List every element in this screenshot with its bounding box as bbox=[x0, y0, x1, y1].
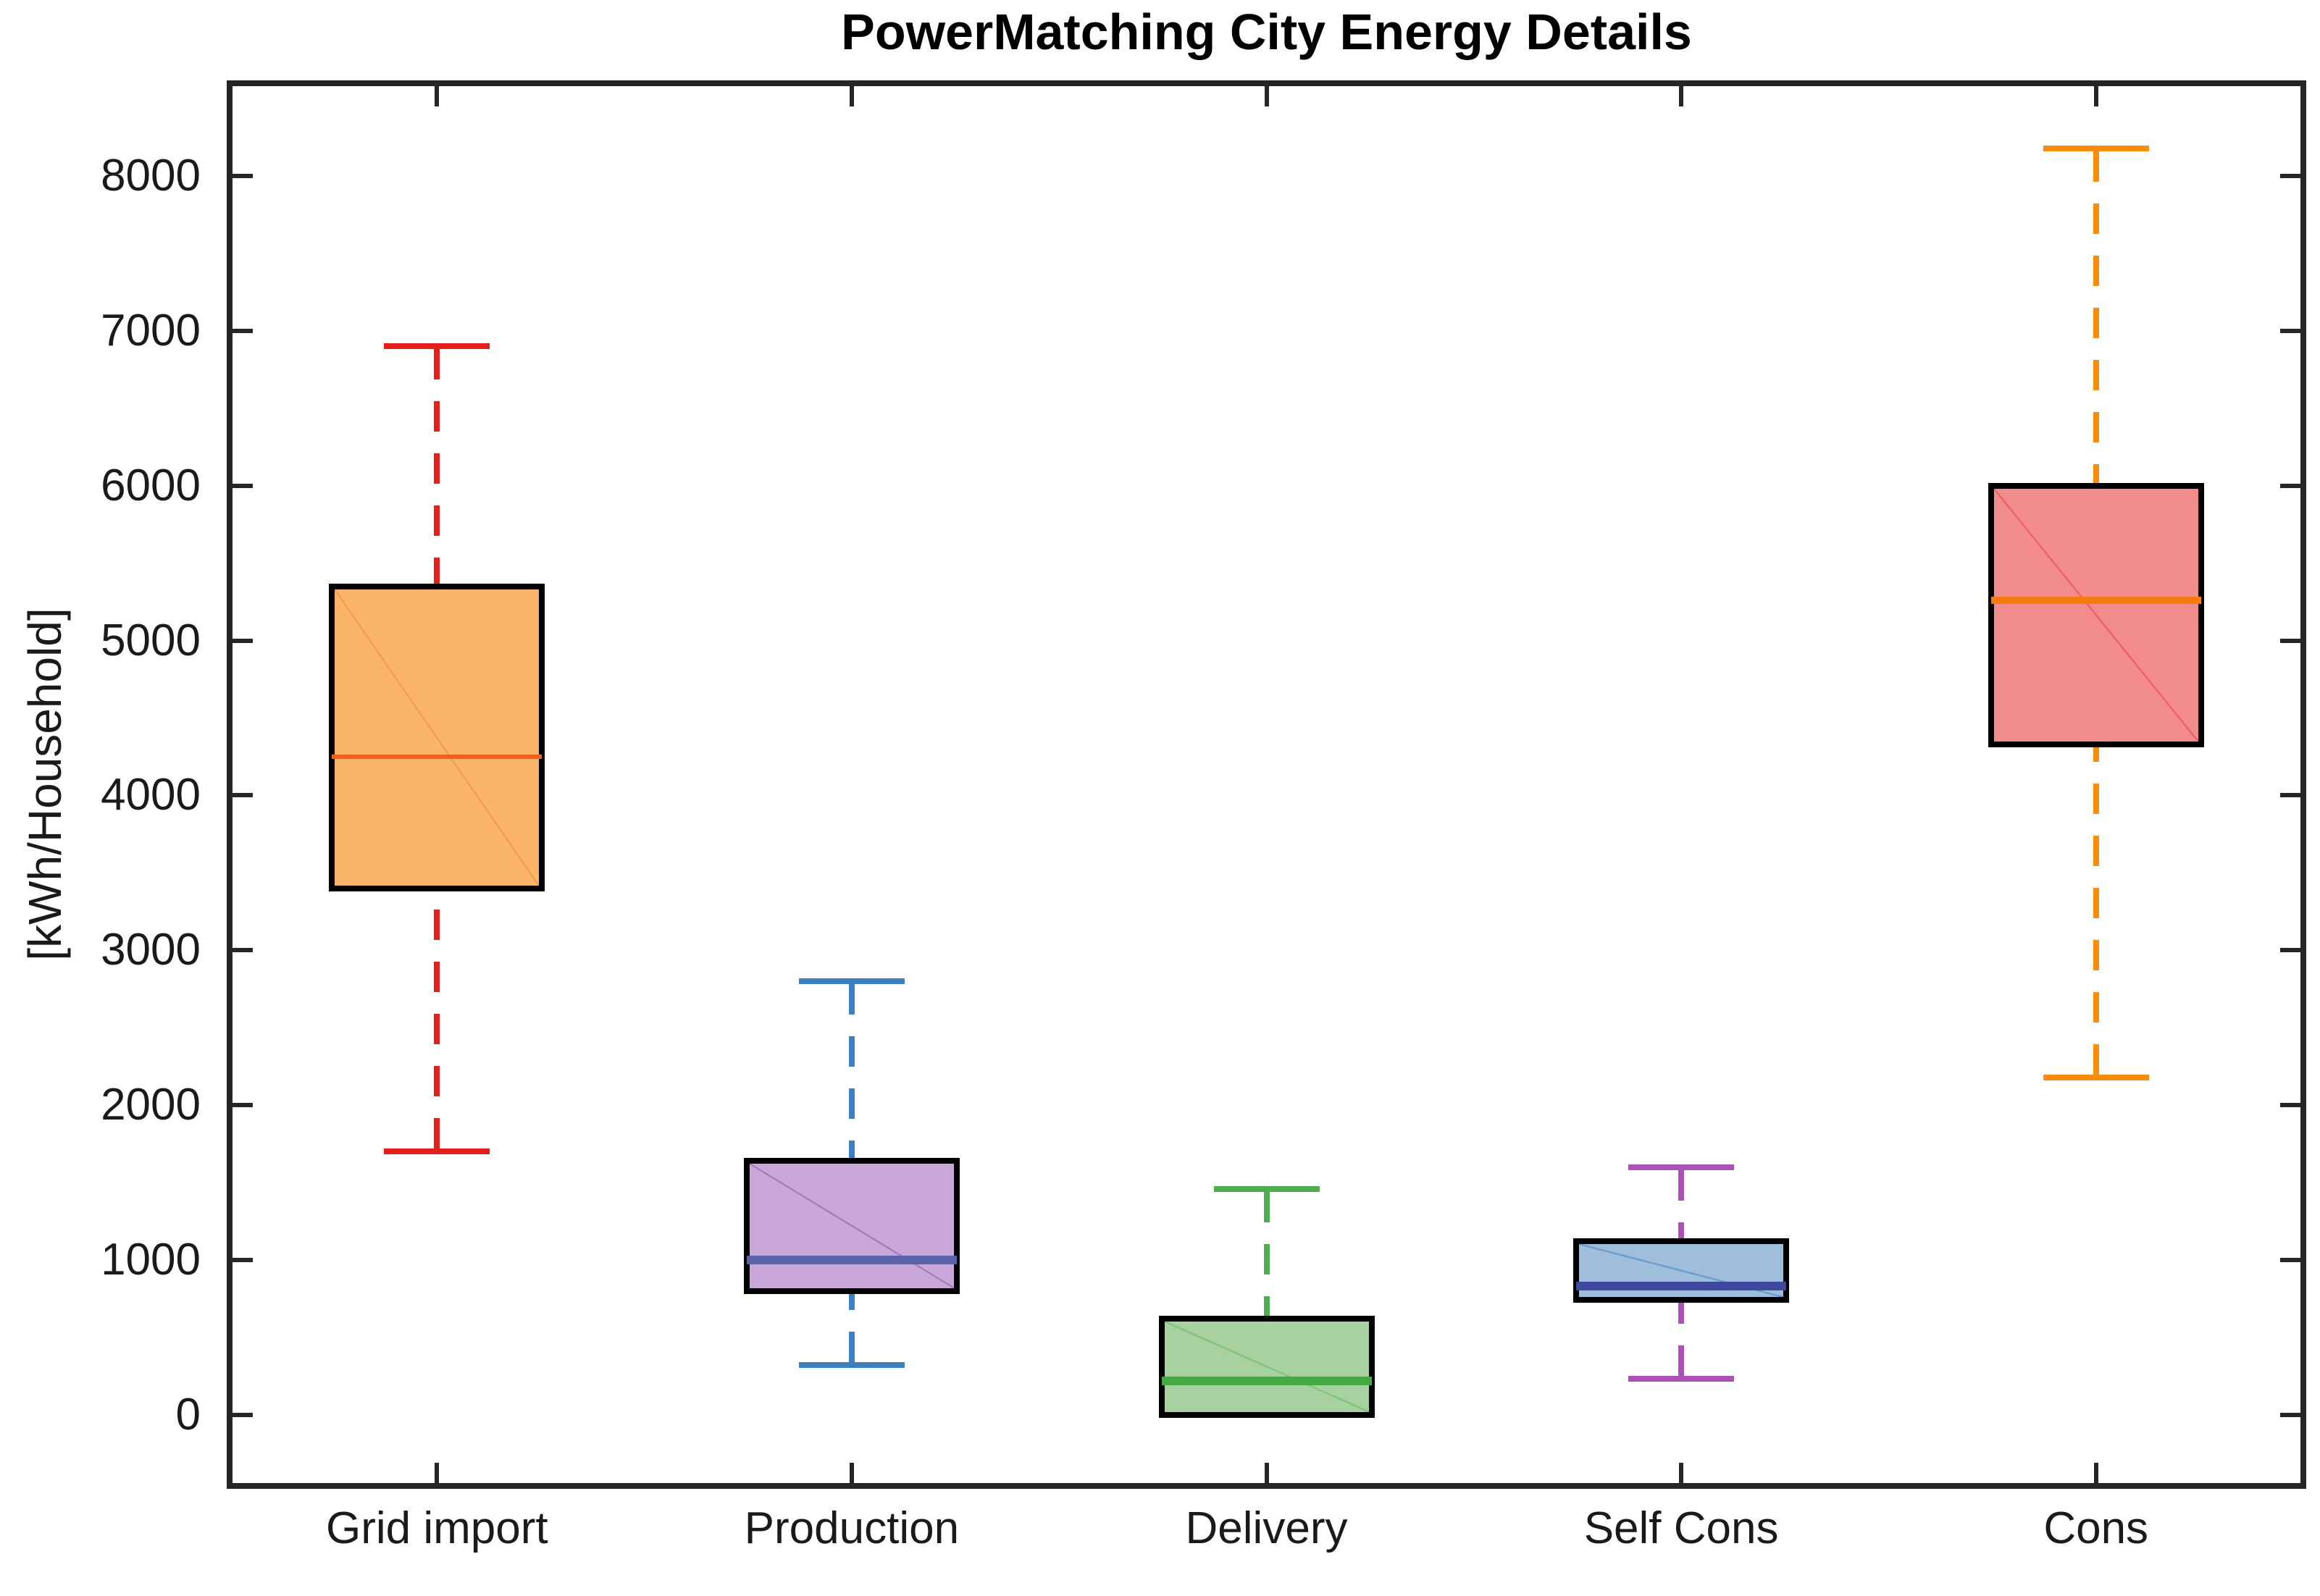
y-tick-right bbox=[2280, 329, 2300, 334]
y-tick-label: 6000 bbox=[101, 460, 201, 511]
whisker-upper-cap-production bbox=[798, 978, 905, 985]
y-tick-right bbox=[2280, 483, 2300, 488]
x-tick-bottom bbox=[1264, 1463, 1269, 1483]
whisker-upper-cap-delivery bbox=[1213, 1185, 1320, 1192]
y-tick-left bbox=[233, 483, 253, 488]
x-tick-label-cons: Cons bbox=[2043, 1503, 2149, 1553]
whisker-upper-cap-cons bbox=[2043, 145, 2149, 151]
y-tick-label: 7000 bbox=[101, 306, 201, 356]
x-tick-bottom bbox=[1679, 1463, 1684, 1483]
y-tick-label: 5000 bbox=[101, 615, 201, 665]
whisker-upper-cons bbox=[2093, 151, 2099, 483]
whisker-lower-cap-production bbox=[798, 1362, 905, 1369]
whisker-lower-cap-self-cons bbox=[1628, 1376, 1735, 1382]
median-production bbox=[746, 1255, 957, 1264]
median-self-cons bbox=[1576, 1282, 1787, 1291]
whisker-lower-self-cons bbox=[1678, 1303, 1685, 1377]
box-production bbox=[743, 1158, 960, 1294]
median-grid-import bbox=[332, 755, 543, 760]
y-tick-label: 8000 bbox=[101, 151, 201, 201]
y-tick-label: 1000 bbox=[101, 1234, 201, 1285]
x-tick-top bbox=[1679, 86, 1684, 106]
box-cons bbox=[1988, 482, 2204, 747]
box-diagonal-grid-import bbox=[335, 589, 539, 886]
y-tick-right bbox=[2280, 638, 2300, 643]
y-tick-left bbox=[233, 1257, 253, 1262]
plot-area bbox=[227, 80, 2306, 1489]
whisker-lower-cap-grid-import bbox=[384, 1148, 490, 1155]
y-tick-right bbox=[2280, 948, 2300, 953]
x-tick-bottom bbox=[2093, 1463, 2098, 1483]
y-tick-right bbox=[2280, 174, 2300, 179]
whisker-lower-grid-import bbox=[434, 891, 440, 1149]
box-diagonal-cons bbox=[1994, 489, 2198, 742]
x-tick-label-self-cons: Self Cons bbox=[1583, 1503, 1779, 1553]
x-tick-bottom bbox=[435, 1463, 440, 1483]
y-tick-right bbox=[2280, 1412, 2300, 1417]
y-tick-right bbox=[2280, 1257, 2300, 1262]
whisker-upper-self-cons bbox=[1678, 1169, 1685, 1239]
whisker-lower-cap-cons bbox=[2043, 1074, 2149, 1080]
box-grid-import bbox=[329, 583, 545, 891]
y-tick-left bbox=[233, 1103, 253, 1108]
whisker-upper-cap-grid-import bbox=[384, 343, 490, 350]
y-tick-left bbox=[233, 1412, 253, 1417]
x-tick-top bbox=[849, 86, 854, 106]
box-diagonal-production bbox=[750, 1164, 954, 1288]
whisker-upper-cap-self-cons bbox=[1628, 1164, 1735, 1170]
median-delivery bbox=[1161, 1376, 1372, 1385]
x-tick-label-delivery: Delivery bbox=[1185, 1503, 1348, 1553]
median-cons bbox=[1990, 597, 2201, 605]
x-tick-bottom bbox=[849, 1463, 854, 1483]
y-tick-left bbox=[233, 174, 253, 179]
y-tick-right bbox=[2280, 1103, 2300, 1108]
box-self-cons bbox=[1573, 1238, 1790, 1303]
x-tick-top bbox=[1264, 86, 1269, 106]
x-tick-label-production: Production bbox=[744, 1503, 960, 1553]
whisker-upper-grid-import bbox=[434, 349, 440, 584]
x-tick-label-grid-import: Grid import bbox=[325, 1503, 548, 1553]
chart-title: PowerMatching City Energy Details bbox=[841, 4, 1692, 60]
y-tick-left bbox=[233, 793, 253, 798]
box-diagonal-delivery bbox=[1165, 1322, 1369, 1412]
whisker-lower-production bbox=[848, 1293, 855, 1363]
y-tick-label: 4000 bbox=[101, 770, 201, 820]
y-tick-label: 3000 bbox=[101, 925, 201, 975]
whisker-lower-cons bbox=[2093, 747, 2099, 1075]
y-tick-right bbox=[2280, 793, 2300, 798]
whisker-upper-delivery bbox=[1263, 1191, 1270, 1316]
x-tick-top bbox=[435, 86, 440, 106]
x-tick-top bbox=[2093, 86, 2098, 106]
y-tick-left bbox=[233, 638, 253, 643]
y-tick-label: 2000 bbox=[101, 1080, 201, 1130]
y-tick-left bbox=[233, 329, 253, 334]
box-delivery bbox=[1158, 1316, 1375, 1418]
y-tick-left bbox=[233, 948, 253, 953]
whisker-upper-production bbox=[848, 984, 855, 1159]
y-tick-label: 0 bbox=[175, 1389, 201, 1440]
